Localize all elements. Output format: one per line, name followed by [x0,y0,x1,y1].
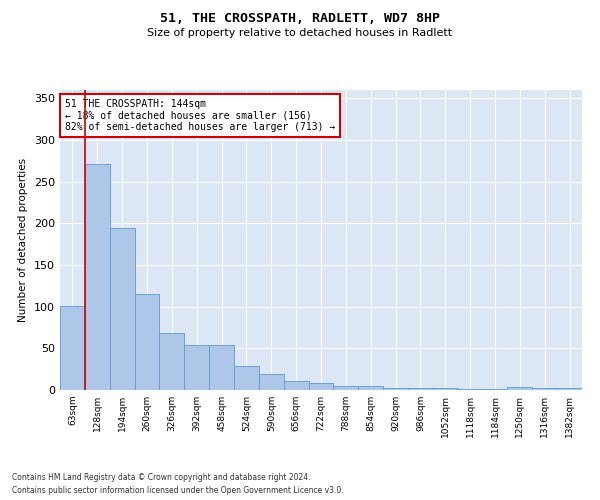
Bar [160,334,184,390]
Bar [259,374,284,390]
Bar [234,366,259,390]
Bar [557,388,582,390]
Text: 51, THE CROSSPATH, RADLETT, WD7 8HP: 51, THE CROSSPATH, RADLETT, WD7 8HP [160,12,440,26]
Bar [308,384,334,390]
Bar [433,388,458,390]
Bar [85,164,110,390]
Bar [284,381,308,390]
Bar [383,388,408,390]
Bar [458,389,482,390]
Text: Size of property relative to detached houses in Radlett: Size of property relative to detached ho… [148,28,452,38]
Bar [184,345,209,390]
Text: Contains public sector information licensed under the Open Government Licence v3: Contains public sector information licen… [12,486,344,495]
Bar [508,386,532,390]
Bar [134,294,160,390]
Bar [358,386,383,390]
Bar [532,388,557,390]
Bar [408,388,433,390]
Bar [209,345,234,390]
Y-axis label: Number of detached properties: Number of detached properties [19,158,28,322]
Bar [110,228,134,390]
Bar [60,306,85,390]
Text: Contains HM Land Registry data © Crown copyright and database right 2024.: Contains HM Land Registry data © Crown c… [12,474,311,482]
Text: 51 THE CROSSPATH: 144sqm
← 18% of detached houses are smaller (156)
82% of semi-: 51 THE CROSSPATH: 144sqm ← 18% of detach… [65,99,335,132]
Bar [334,386,358,390]
Bar [482,389,508,390]
